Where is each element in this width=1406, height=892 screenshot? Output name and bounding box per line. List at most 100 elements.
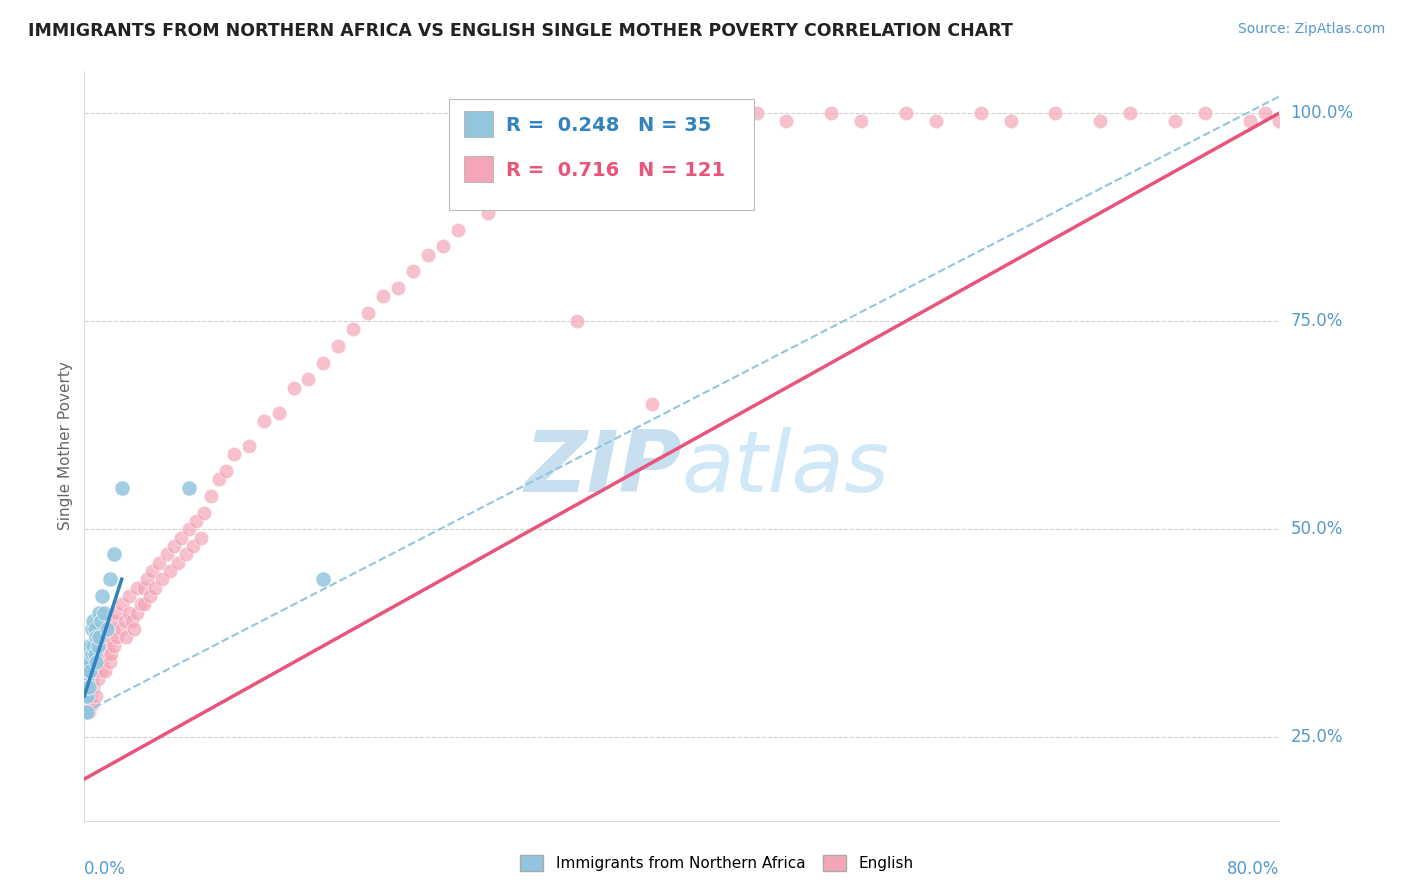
Point [76,672,98,686]
Point [77,706,100,720]
Point [477,206,499,220]
Point [215,464,238,478]
Point [132,581,156,595]
Point [125,581,148,595]
Point [283,381,305,395]
Point [83,639,105,653]
Point [200,489,222,503]
Point [76,689,98,703]
Point [76,697,98,711]
Point [105,606,128,620]
Point [86,656,108,670]
Point [357,306,380,320]
Point [82,614,104,628]
Point [1164,114,1187,128]
Point [177,481,200,495]
Point [129,597,152,611]
Bar [464,112,494,136]
Point [925,114,948,128]
Point [170,531,193,545]
Point [1000,114,1022,128]
Point [1372,106,1395,120]
Point [98,572,121,586]
Point [150,572,173,586]
Point [77,647,100,661]
Point [163,539,186,553]
Point [700,114,723,128]
Text: 0.0%: 0.0% [84,860,127,878]
Point [775,114,797,128]
Y-axis label: Single Mother Poverty: Single Mother Poverty [58,361,73,531]
Point [143,581,166,595]
Point [77,681,100,695]
Point [312,356,335,370]
Point [1313,106,1336,120]
Point [253,414,276,428]
Point [76,656,98,670]
Point [77,681,100,695]
Point [86,631,108,645]
Point [267,406,290,420]
Point [118,589,141,603]
Point [132,597,156,611]
Point [111,597,134,611]
Point [100,647,122,661]
Point [567,156,589,170]
Text: N = 35: N = 35 [638,116,711,135]
Point [87,672,110,686]
Point [101,622,124,636]
Point [77,647,100,661]
Point [1119,106,1142,120]
Point [79,664,101,678]
Text: 80.0%: 80.0% [1227,860,1279,878]
Point [208,472,231,486]
Point [1284,106,1306,120]
Point [190,531,212,545]
Point [91,631,114,645]
Point [75,689,97,703]
Point [1253,106,1275,120]
Legend: Immigrants from Northern Africa, English: Immigrants from Northern Africa, English [515,849,920,877]
Point [89,647,111,661]
Point [222,447,245,461]
Point [79,689,101,703]
Point [86,689,108,703]
Point [1298,114,1320,128]
Text: 25.0%: 25.0% [1291,729,1343,747]
Point [567,314,589,328]
Point [312,572,335,586]
Point [159,564,181,578]
Text: R =  0.716: R = 0.716 [506,161,620,180]
Point [121,614,143,628]
Point [155,547,177,561]
Point [177,522,200,536]
Point [1268,114,1291,128]
Point [506,189,529,203]
Point [111,622,134,636]
Point [76,706,98,720]
Point [1358,114,1381,128]
Point [90,664,112,678]
Point [93,639,115,653]
Point [297,372,319,386]
Point [75,672,97,686]
Point [91,656,114,670]
Point [75,689,97,703]
Point [1239,114,1261,128]
Point [141,564,163,578]
Point [186,514,208,528]
Point [1045,106,1067,120]
Point [80,697,103,711]
Point [79,639,101,653]
Point [105,631,128,645]
Point [1388,114,1406,128]
Point [75,664,97,678]
Point [76,681,98,695]
Point [76,639,98,653]
Point [115,631,138,645]
Text: 75.0%: 75.0% [1291,312,1343,330]
Point [79,656,101,670]
Point [76,672,98,686]
Point [148,556,170,570]
Point [894,106,917,120]
